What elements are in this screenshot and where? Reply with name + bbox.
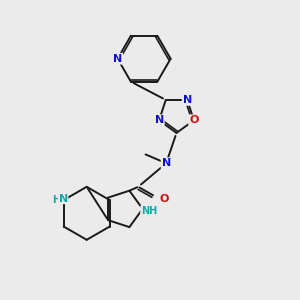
Text: O: O (189, 115, 199, 125)
Text: N: N (162, 158, 171, 168)
Text: NH: NH (141, 206, 157, 216)
Text: O: O (159, 194, 169, 204)
Text: H: H (52, 195, 60, 205)
Text: N: N (154, 115, 164, 125)
Text: N: N (58, 194, 68, 204)
Text: N: N (183, 95, 192, 105)
Text: N: N (113, 54, 122, 64)
